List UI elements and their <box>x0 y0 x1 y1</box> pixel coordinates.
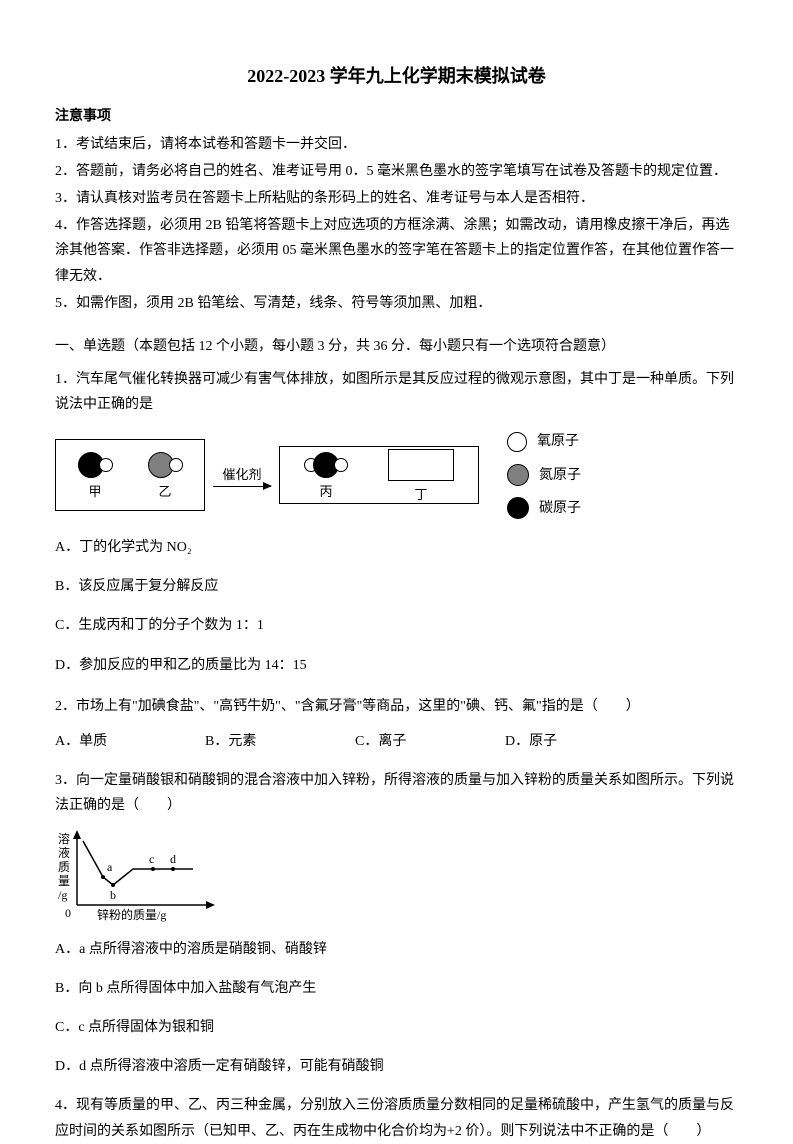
q1-option-b: B．该反应属于复分解反应 <box>55 574 738 599</box>
reactant-box: 甲 乙 <box>55 439 205 511</box>
q1-option-d: D．参加反应的甲和乙的质量比为 14：15 <box>55 653 738 678</box>
label-bing: 丙 <box>319 480 332 503</box>
oxygen-atom-icon <box>507 432 527 452</box>
product-box: 丙 丁 <box>279 446 479 504</box>
q3-option-d: D．d 点所得溶液中溶质一定有硝酸锌，可能有硝酸铜 <box>55 1054 738 1079</box>
q2-option-c: C．离子 <box>355 729 505 754</box>
svg-text:质: 质 <box>58 860 70 874</box>
svg-text:/g: /g <box>58 888 67 902</box>
svg-text:液: 液 <box>58 845 70 860</box>
notice-item-1: 1．考试结束后，请将本试卷和答题卡一并交回． <box>55 132 738 157</box>
nitrogen-atom-icon <box>507 464 529 486</box>
svg-text:溶: 溶 <box>58 831 70 846</box>
q3-graph: a b c d 溶 液 质 量 /g 0 锌粉的质量/g <box>55 827 738 931</box>
question-1: 1．汽车尾气催化转换器可减少有害气体排放，如图所示是其反应过程的微观示意图，其中… <box>55 367 738 417</box>
notice-item-2: 2．答题前，请务必将自己的姓名、准考证号用 0．5 毫米黑色墨水的签字笔填写在试… <box>55 159 738 184</box>
origin-label: 0 <box>65 906 71 920</box>
mol-bing: 丙 <box>304 452 348 503</box>
legend-carbon: 碳原子 <box>507 496 581 521</box>
point-a-label: a <box>107 860 113 874</box>
q2-option-b: B．元素 <box>205 729 355 754</box>
carbon-atom-icon <box>507 497 529 519</box>
notice-header: 注意事项 <box>55 104 738 129</box>
legend-label: 氮原子 <box>539 463 581 488</box>
q3-option-b: B．向 b 点所得固体中加入盐酸有气泡产生 <box>55 976 738 1001</box>
point-b-label: b <box>110 888 116 902</box>
mol-ding: 丁 <box>388 449 454 506</box>
page-title: 2022-2023 学年九上化学期末模拟试卷 <box>55 60 738 92</box>
q3-option-a: A．a 点所得溶液中的溶质是硝酸铜、硝酸锌 <box>55 937 738 962</box>
legend-nitrogen: 氮原子 <box>507 463 581 488</box>
mol-yi: 乙 <box>148 452 183 503</box>
question-4: 4．现有等质量的甲、乙、丙三种金属，分别放入三份溶质质量分数相同的足量稀硫酸中，… <box>55 1093 738 1143</box>
label-ding: 丁 <box>414 483 427 506</box>
label-yi: 乙 <box>158 480 171 503</box>
q1-option-a: A．丁的化学式为 NO₂ <box>55 535 738 560</box>
xlabel: 锌粉的质量/g <box>97 907 166 922</box>
line-chart-icon: a b c d 溶 液 质 量 /g 0 锌粉的质量/g <box>55 827 225 922</box>
section-1-header: 一、单选题（本题包括 12 个小题，每小题 3 分，共 36 分．每小题只有一个… <box>55 334 738 359</box>
arrow-icon <box>213 486 271 487</box>
legend-oxygen: 氧原子 <box>507 429 581 454</box>
q3-option-c: C．c 点所得固体为银和铜 <box>55 1015 738 1040</box>
atom-legend: 氧原子 氮原子 碳原子 <box>507 429 581 521</box>
blank-box <box>388 449 454 481</box>
notice-item-3: 3．请认真核对监考员在答题卡上所粘贴的条形码上的姓名、准考证号与本人是否相符． <box>55 186 738 211</box>
label-jia: 甲 <box>88 480 101 503</box>
legend-label: 氧原子 <box>537 429 579 454</box>
svg-text:量: 量 <box>58 874 70 888</box>
q2-options: A．单质 B．元素 C．离子 D．原子 <box>55 729 738 754</box>
legend-label: 碳原子 <box>539 496 581 521</box>
question-2: 2．市场上有"加碘食盐"、"高钙牛奶"、"含氟牙膏"等商品，这里的"碘、钙、氟"… <box>55 694 738 719</box>
oxygen-atom-icon <box>169 458 183 472</box>
q1-option-c: C．生成丙和丁的分子个数为 1：1 <box>55 613 738 638</box>
point-c-label: c <box>149 852 154 866</box>
notice-item-5: 5．如需作图，须用 2B 铅笔绘、写清楚，线条、符号等须加黑、加粗． <box>55 291 738 316</box>
reaction-arrow: 催化剂 <box>213 463 271 487</box>
q1-diagram: 甲 乙 催化剂 丙 丁 氧原子 <box>55 429 738 521</box>
q2-option-a: A．单质 <box>55 729 205 754</box>
notice-item-4: 4．作答选择题，必须用 2B 铅笔将答题卡上对应选项的方框涂满、涂黑；如需改动，… <box>55 213 738 289</box>
oxygen-atom-icon <box>334 458 348 472</box>
point-d-label: d <box>170 852 176 866</box>
q2-option-d: D．原子 <box>505 729 655 754</box>
question-3: 3．向一定量硝酸银和硝酸铜的混合溶液中加入锌粉，所得溶液的质量与加入锌粉的质量关… <box>55 768 738 818</box>
catalyst-label: 催化剂 <box>222 463 261 486</box>
mol-jia: 甲 <box>78 452 113 503</box>
oxygen-atom-icon <box>99 458 113 472</box>
